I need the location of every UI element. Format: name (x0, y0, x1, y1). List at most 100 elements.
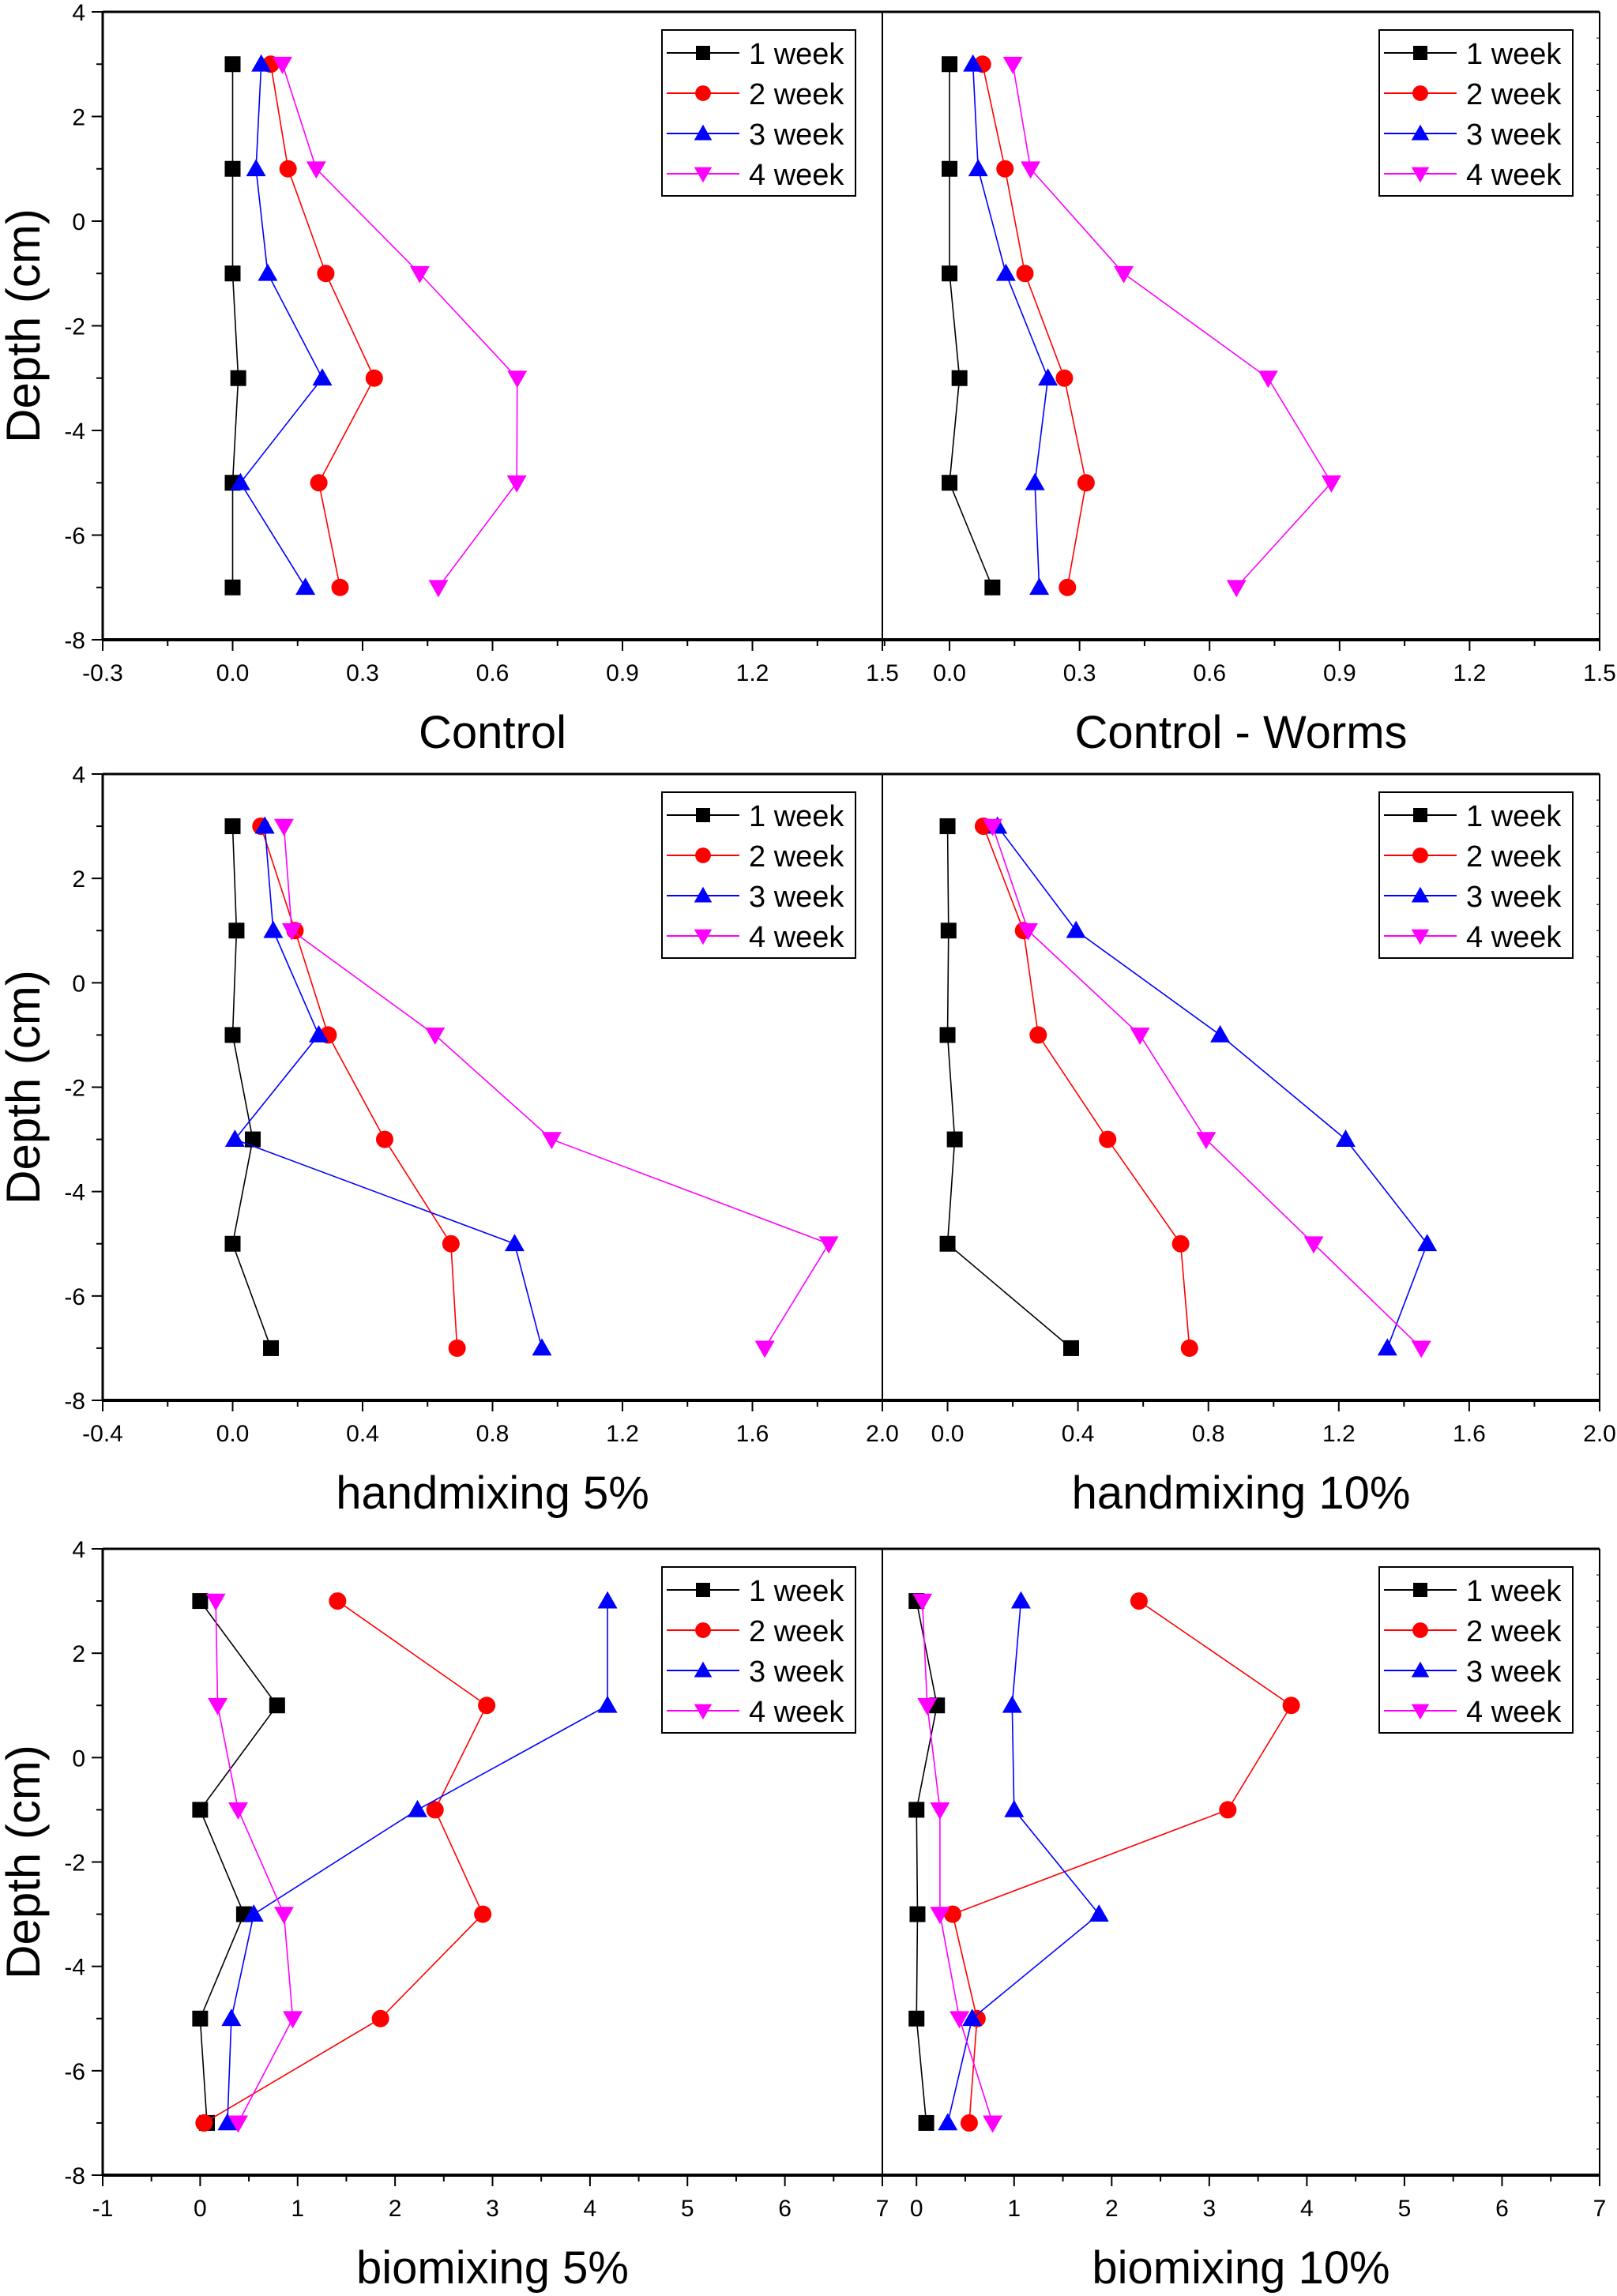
legend-marker (694, 929, 713, 945)
legend-marker (1411, 124, 1430, 141)
series-line (239, 64, 323, 588)
legend-label: 2 week (1466, 840, 1562, 874)
x-tick-label: 0.3 (346, 660, 379, 686)
legend-entry: 3 week (667, 1655, 844, 1689)
legend-marker (695, 85, 711, 101)
legend-label: 4 week (1466, 159, 1562, 192)
data-point (939, 1235, 956, 1252)
data-point (908, 2010, 925, 2027)
data-point (273, 56, 293, 74)
x-tick-label: 1 (1007, 2196, 1021, 2222)
y-tick-label: -4 (64, 1180, 85, 1206)
data-point (946, 1131, 963, 1148)
data-point (224, 56, 241, 73)
series-line (946, 1601, 1100, 2124)
data-point (942, 160, 958, 177)
legend-box (661, 791, 856, 959)
data-point (918, 2114, 934, 2131)
y-tick-label: 4 (72, 762, 85, 788)
legend-label: 1 week (749, 800, 844, 833)
legend-marker (1411, 1661, 1430, 1678)
data-point (306, 161, 326, 179)
data-point (230, 370, 246, 386)
data-point (1171, 1234, 1190, 1253)
data-point (930, 1802, 950, 1820)
legend-label: 4 week (749, 1696, 844, 1729)
data-point (329, 1592, 347, 1610)
panel-title: Control (419, 707, 566, 758)
series-line (283, 826, 830, 1349)
legend-marker (1411, 167, 1430, 183)
series-2-week (974, 817, 1198, 1357)
y-tick-label: 4 (72, 0, 85, 26)
data-point (968, 159, 988, 177)
data-point (950, 2011, 970, 2029)
data-point (442, 1234, 460, 1253)
legend-marker (696, 46, 710, 60)
data-point (263, 920, 284, 938)
data-point (428, 580, 449, 598)
data-point (995, 263, 1016, 281)
data-point (224, 160, 241, 177)
legend-marker (696, 1583, 710, 1597)
legend-label: 2 week (1466, 1615, 1562, 1648)
x-tick-label: 5 (681, 2196, 694, 2222)
data-point (1077, 474, 1095, 492)
data-point (1196, 1132, 1217, 1150)
legend-entry: 1 week (1384, 38, 1562, 71)
legend-entry: 4 week (1384, 1696, 1562, 1729)
data-point (942, 265, 958, 282)
x-tick-label: 1.5 (1583, 660, 1616, 686)
legend-marker (1412, 85, 1428, 101)
x-tick-label: 5 (1398, 2196, 1412, 2222)
y-tick-label: -8 (64, 628, 85, 654)
legend-entry: 1 week (667, 38, 844, 71)
data-point (506, 475, 527, 493)
series-3-week (987, 816, 1438, 1356)
data-point (258, 263, 278, 281)
data-point (1055, 369, 1074, 387)
series-line (1012, 64, 1333, 588)
legend-marker (1411, 1704, 1430, 1720)
legend-entry: 4 week (1384, 921, 1562, 954)
data-point (1029, 577, 1050, 596)
legend-label: 4 week (749, 921, 844, 954)
y-tick-label: 0 (72, 209, 85, 235)
data-point (754, 1340, 775, 1358)
series-2-week (261, 55, 383, 596)
x-tick-label: 6 (1495, 2196, 1509, 2222)
legend-entry: 3 week (1384, 118, 1562, 152)
series-line (981, 64, 1087, 588)
series-4-week (205, 1593, 303, 2133)
legend-label: 4 week (749, 159, 844, 192)
data-point (943, 1905, 961, 1923)
y-tick-label: -2 (64, 1076, 85, 1102)
y-tick-label: 2 (72, 866, 85, 892)
series-1-week (939, 818, 1079, 1356)
y-axis-label: Depth (cm) (0, 1745, 50, 1979)
data-point (1029, 1026, 1047, 1044)
data-point (909, 1906, 926, 1922)
data-point (951, 370, 968, 386)
legend-marker (694, 1661, 713, 1678)
data-point (221, 2009, 242, 2027)
data-point (208, 1697, 228, 1715)
data-point (908, 1802, 925, 1818)
series-4-week (273, 56, 528, 598)
data-point (448, 1339, 466, 1357)
series-line (952, 1600, 1292, 2123)
data-point (230, 472, 250, 490)
x-tick-label: 1.5 (866, 660, 899, 686)
data-point (281, 923, 302, 941)
x-tick-label: 1.2 (736, 660, 769, 686)
legend-label: 4 week (1466, 921, 1562, 954)
x-tick-label: 0.0 (931, 1421, 965, 1447)
x-tick-label: 0.0 (216, 1421, 250, 1447)
x-tick-label: -0.4 (82, 1421, 123, 1447)
data-point (983, 818, 1003, 836)
data-point (996, 160, 1014, 178)
panel-6: 0 1 2 3 4 5 6 7 biomixing 10% 1 week 2 week 3 week 4… (882, 1547, 1606, 2294)
data-point (532, 1338, 552, 1356)
data-point (331, 578, 349, 596)
data-point (1130, 1592, 1148, 1610)
